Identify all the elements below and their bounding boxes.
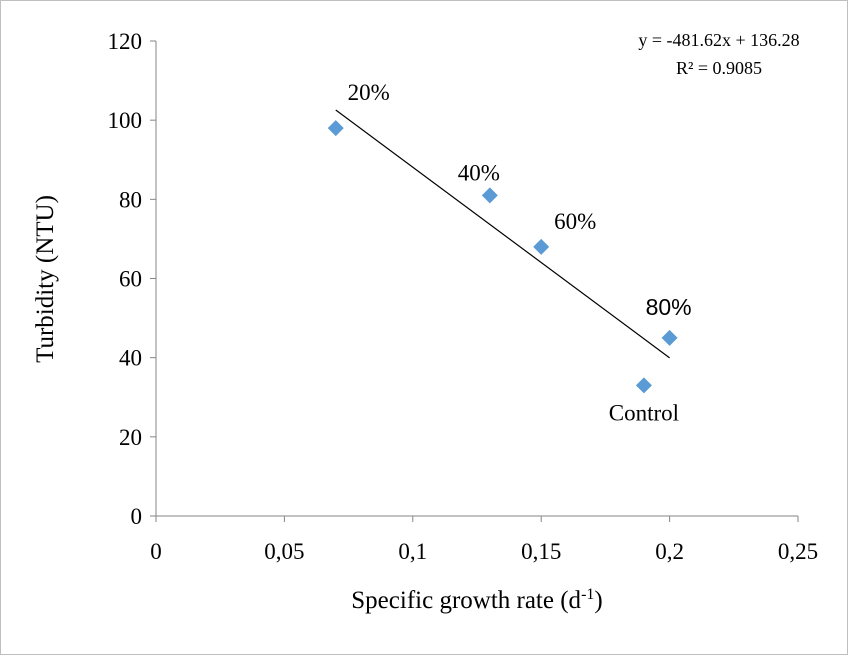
x-tick-label: 0,1 — [398, 539, 427, 564]
x-tick-label: 0,25 — [778, 539, 818, 564]
data-point — [327, 120, 344, 137]
y-tick-label: 80 — [119, 187, 142, 212]
axes — [155, 41, 798, 517]
y-tick-label: 120 — [108, 29, 143, 54]
point-label: Control — [609, 400, 679, 425]
point-label: 40% — [458, 160, 500, 185]
x-axis-title-main: Specific growth rate (d — [351, 587, 581, 614]
data-point — [481, 187, 498, 204]
x-axis-title-suffix: ) — [594, 587, 602, 614]
x-tick-label: 0,15 — [521, 539, 561, 564]
y-tick-label: 40 — [119, 346, 142, 371]
y-axis-title: Turbidity (NTU) — [32, 195, 59, 363]
y-tick-label: 60 — [119, 267, 142, 292]
x-axis-title-superscript: -1 — [581, 586, 594, 603]
data-point — [635, 377, 652, 394]
trendline-r-squared: R² = 0.9085 — [676, 58, 762, 78]
points-group — [327, 120, 678, 394]
x-axis-title: Specific growth rate (d-1) — [351, 586, 602, 614]
x-tick-label: 0,2 — [655, 539, 684, 564]
trendline — [335, 109, 670, 359]
data-point — [533, 238, 550, 255]
x-tick-label: 0 — [150, 539, 162, 564]
point-label: 80% — [646, 294, 692, 320]
point-label: 60% — [554, 209, 596, 234]
x-tick-label: 0,05 — [264, 539, 304, 564]
y-tick-label: 20 — [119, 425, 142, 450]
y-tick-label: 0 — [131, 504, 143, 529]
data-point — [661, 329, 678, 346]
point-label: 20% — [348, 80, 390, 105]
trendline-group — [335, 109, 670, 359]
point-labels-group: 20% 40% 60% 80% Control — [348, 80, 692, 425]
y-tick-label: 100 — [108, 108, 143, 133]
trendline-equation: y = -481.62x + 136.28 — [638, 30, 799, 50]
ticks: 0 20 40 60 80 100 120 0 0,05 0,1 0,15 0,2 0,25 — [108, 29, 819, 564]
